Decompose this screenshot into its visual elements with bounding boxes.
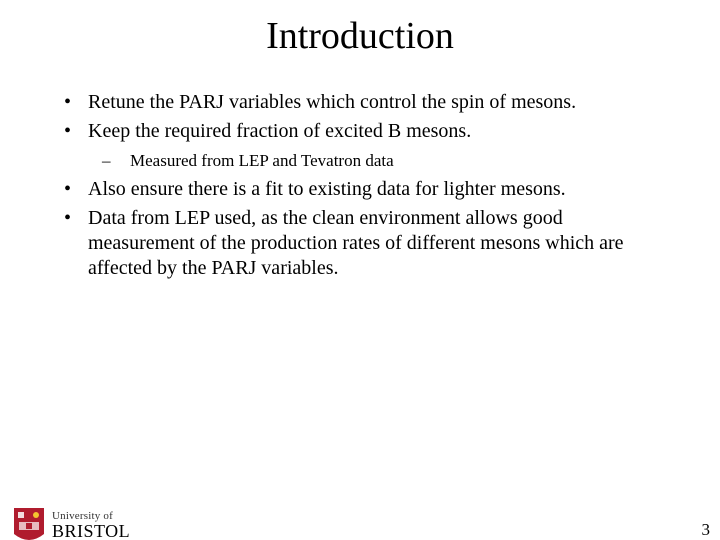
bullet-text: Data from LEP used, as the clean environ…	[88, 207, 624, 279]
footer-logo: University of BRISTOL	[14, 508, 130, 540]
bullet-item: Keep the required fraction of excited B …	[64, 119, 672, 171]
page-number: 3	[702, 520, 711, 540]
sub-bullet-item: Measured from LEP and Tevatron data	[102, 150, 672, 171]
slide-title: Introduction	[0, 14, 720, 58]
sub-bullet-text: Measured from LEP and Tevatron data	[130, 151, 394, 170]
bullet-item: Retune the PARJ variables which control …	[64, 90, 672, 115]
bullet-text: Retune the PARJ variables which control …	[88, 91, 576, 113]
university-prefix: University of	[52, 511, 130, 522]
university-crest-icon	[14, 508, 44, 540]
university-name: University of BRISTOL	[52, 511, 130, 540]
bullet-text: Keep the required fraction of excited B …	[88, 120, 471, 142]
bullet-list: Retune the PARJ variables which control …	[64, 90, 672, 281]
bullet-item: Also ensure there is a fit to existing d…	[64, 177, 672, 202]
bullet-text: Also ensure there is a fit to existing d…	[88, 178, 566, 200]
slide: Introduction Retune the PARJ variables w…	[0, 14, 720, 540]
bullet-item: Data from LEP used, as the clean environ…	[64, 206, 672, 281]
sub-bullet-list: Measured from LEP and Tevatron data	[88, 150, 672, 171]
university-main-name: BRISTOL	[52, 522, 130, 540]
slide-body: Retune the PARJ variables which control …	[0, 90, 720, 281]
